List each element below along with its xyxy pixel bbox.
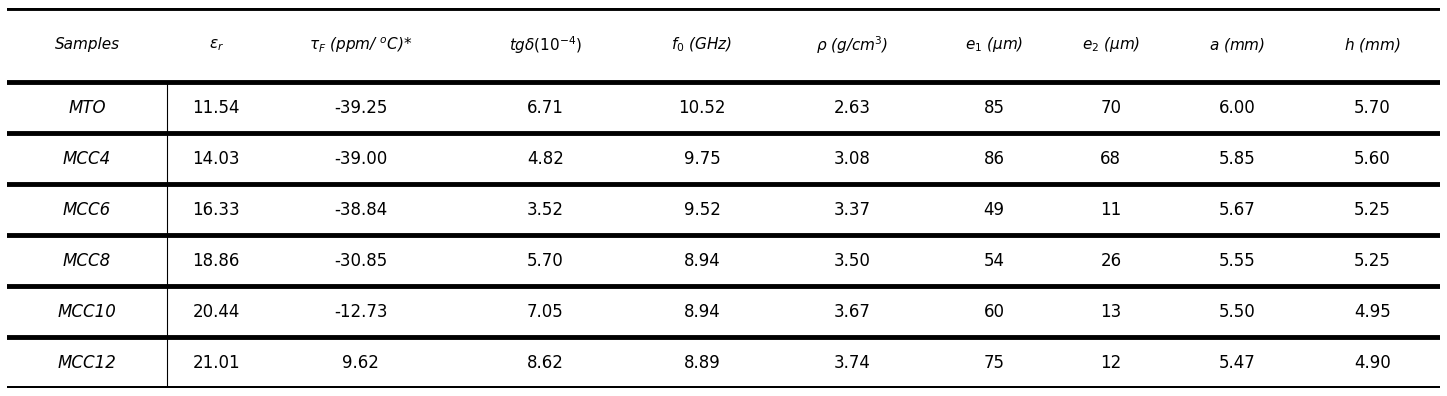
Text: $\tau_F$ (ppm/ $^o$C)*: $\tau_F$ (ppm/ $^o$C)* [308, 35, 412, 55]
Text: 54: 54 [984, 251, 1004, 270]
Text: 85: 85 [984, 99, 1004, 116]
Text: 3.74: 3.74 [833, 354, 871, 371]
Text: 49: 49 [984, 200, 1004, 219]
Text: 11.54: 11.54 [192, 99, 240, 116]
Text: 3.67: 3.67 [833, 303, 871, 321]
Text: MCC4: MCC4 [64, 150, 111, 168]
Text: -30.85: -30.85 [334, 251, 388, 270]
Text: 5.47: 5.47 [1218, 354, 1255, 371]
Text: -12.73: -12.73 [334, 303, 388, 321]
Text: 5.50: 5.50 [1218, 303, 1255, 321]
Text: $e_2$ ($\mu$m): $e_2$ ($\mu$m) [1082, 36, 1140, 55]
Text: 9.75: 9.75 [683, 150, 721, 168]
Text: Samples: Samples [55, 38, 120, 53]
Text: 3.50: 3.50 [833, 251, 871, 270]
Text: 26: 26 [1100, 251, 1121, 270]
Text: 8.94: 8.94 [683, 303, 721, 321]
Text: 9.62: 9.62 [343, 354, 379, 371]
Text: 6.00: 6.00 [1218, 99, 1255, 116]
Text: 86: 86 [984, 150, 1004, 168]
Text: MCC8: MCC8 [64, 251, 111, 270]
Text: 70: 70 [1100, 99, 1121, 116]
Text: $\rho$ (g/cm$^3$): $\rho$ (g/cm$^3$) [816, 34, 888, 56]
Text: $tg\delta(10^{-4})$: $tg\delta(10^{-4})$ [508, 34, 582, 56]
Text: 8.89: 8.89 [683, 354, 721, 371]
Text: 18.86: 18.86 [192, 251, 240, 270]
Text: 5.70: 5.70 [1354, 99, 1391, 116]
Text: 21.01: 21.01 [192, 354, 240, 371]
Text: 16.33: 16.33 [192, 200, 240, 219]
Text: 5.60: 5.60 [1354, 150, 1391, 168]
Text: 4.90: 4.90 [1354, 354, 1391, 371]
Text: 4.82: 4.82 [527, 150, 564, 168]
Text: 3.37: 3.37 [833, 200, 871, 219]
Text: 11: 11 [1100, 200, 1121, 219]
Text: 12: 12 [1100, 354, 1121, 371]
Text: 2.63: 2.63 [833, 99, 871, 116]
Text: 75: 75 [984, 354, 1004, 371]
Text: 5.25: 5.25 [1354, 200, 1391, 219]
Text: MCC12: MCC12 [58, 354, 117, 371]
Text: 5.67: 5.67 [1218, 200, 1255, 219]
Text: 4.95: 4.95 [1354, 303, 1391, 321]
Text: -38.84: -38.84 [334, 200, 388, 219]
Text: MCC10: MCC10 [58, 303, 117, 321]
Text: MCC6: MCC6 [64, 200, 111, 219]
Text: 13: 13 [1100, 303, 1121, 321]
Text: 8.94: 8.94 [683, 251, 721, 270]
Text: 6.71: 6.71 [527, 99, 564, 116]
Text: 5.25: 5.25 [1354, 251, 1391, 270]
Text: 9.52: 9.52 [683, 200, 721, 219]
Text: 3.08: 3.08 [833, 150, 871, 168]
Text: $e_1$ ($\mu$m): $e_1$ ($\mu$m) [965, 36, 1023, 55]
Text: 5.70: 5.70 [527, 251, 563, 270]
Text: 5.85: 5.85 [1218, 150, 1255, 168]
Text: 7.05: 7.05 [527, 303, 563, 321]
Text: $f_0$ (GHz): $f_0$ (GHz) [671, 36, 732, 54]
Text: $a$ (mm): $a$ (mm) [1208, 36, 1265, 54]
Text: -39.00: -39.00 [334, 150, 388, 168]
Text: 68: 68 [1100, 150, 1121, 168]
Text: $\varepsilon_r$: $\varepsilon_r$ [208, 37, 224, 53]
Text: -39.25: -39.25 [334, 99, 388, 116]
Text: 3.52: 3.52 [527, 200, 564, 219]
Text: 5.55: 5.55 [1218, 251, 1255, 270]
Text: MTO: MTO [68, 99, 106, 116]
Text: 60: 60 [984, 303, 1004, 321]
Text: $h$ (mm): $h$ (mm) [1344, 36, 1401, 54]
Text: 14.03: 14.03 [192, 150, 240, 168]
Text: 20.44: 20.44 [192, 303, 240, 321]
Text: 10.52: 10.52 [679, 99, 726, 116]
Text: 8.62: 8.62 [527, 354, 564, 371]
